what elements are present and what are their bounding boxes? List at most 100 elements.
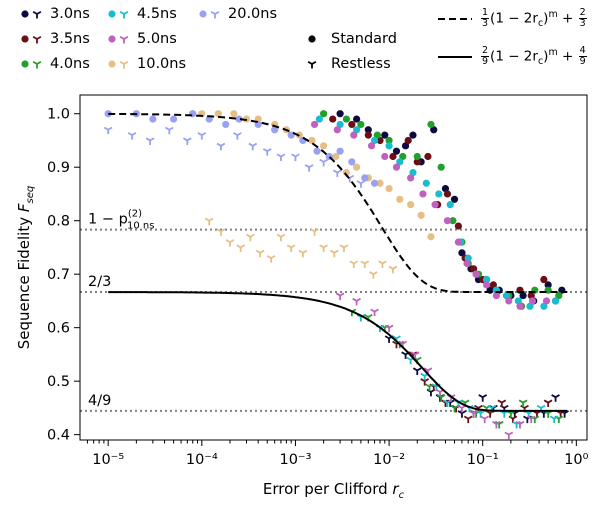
restless-point [497, 399, 507, 408]
circle-marker-icon [308, 35, 316, 43]
restless-point [388, 265, 398, 274]
restless-point [197, 132, 207, 140]
restless-point [515, 420, 525, 429]
series-10.0ns [198, 110, 435, 279]
standard-point [492, 291, 500, 300]
standard-point [170, 115, 178, 123]
x-tick-label: 10⁻³ [279, 452, 311, 468]
y-tick-label: 0.5 [47, 374, 70, 390]
restless-point [469, 410, 478, 418]
restless-point [504, 431, 514, 440]
restless-point [145, 137, 155, 145]
standard-point [505, 297, 513, 305]
standard-point [551, 297, 560, 305]
restless-point [286, 244, 296, 252]
reference-label: 4/9 [88, 393, 111, 409]
standard-point [435, 190, 443, 198]
restless-point [551, 394, 560, 402]
restless-point [262, 148, 272, 156]
restless-point [526, 415, 536, 424]
standard-point [385, 136, 393, 145]
restless-point [204, 217, 214, 226]
legend-label: 4.0ns [50, 56, 90, 72]
standard-point [443, 190, 452, 198]
restless-point [276, 233, 286, 242]
standard-point [361, 174, 369, 182]
standard-point [348, 120, 356, 129]
restless-point [216, 142, 226, 151]
legend-item-standard: Standard [301, 28, 397, 50]
legend-item-3.0ns: 3.0ns [20, 3, 90, 25]
legend-label: 20.0ns [228, 6, 278, 22]
standard-point [417, 211, 425, 219]
restless-point [360, 260, 370, 268]
x-tick-label: 10⁻⁵ [92, 452, 124, 468]
standard-point [222, 120, 230, 129]
restless-point [164, 126, 174, 135]
standard-point [526, 302, 534, 310]
standard-point [348, 158, 356, 166]
standard-point [149, 115, 157, 123]
standard-point [401, 142, 410, 150]
standard-point [516, 302, 524, 310]
standard-point [413, 152, 421, 161]
standard-point [463, 259, 471, 268]
standard-point [320, 142, 328, 150]
legend-marker [21, 35, 42, 44]
standard-point [454, 238, 462, 246]
restless-point [339, 244, 349, 252]
restless-point [310, 228, 319, 236]
standard-point [353, 163, 361, 171]
legend-item-4.5ns: 4.5ns [107, 3, 177, 25]
x-tick-label: 10⁻⁴ [186, 452, 218, 468]
plot-area: 1 − p(2) 10 ns 2/3 4/9 [80, 110, 587, 440]
standard-point [381, 131, 389, 139]
x-tick-label: 10⁻² [373, 452, 405, 468]
legend-label: 3.0ns [50, 6, 90, 22]
restless-point [245, 233, 255, 242]
standard-point [542, 297, 551, 305]
tri-down-marker-icon [307, 60, 317, 69]
standard-point [422, 179, 430, 187]
legend-label: Restless [331, 56, 391, 72]
standard-point [392, 163, 401, 171]
restless-point [378, 260, 387, 268]
standard-point [407, 174, 415, 182]
standard-point [519, 291, 527, 300]
standard-point [431, 201, 439, 209]
standard-point [376, 179, 384, 187]
reference-label: 2/3 [88, 274, 111, 290]
restless-point [356, 180, 366, 188]
y-tick-label: 0.9 [47, 160, 70, 176]
standard-point [308, 136, 316, 145]
standard-point [396, 195, 404, 203]
standard-point [329, 115, 337, 123]
standard-point [381, 152, 389, 161]
standard-point [544, 281, 552, 289]
standard-point [540, 302, 548, 310]
restless-point [248, 142, 258, 151]
restless-point [425, 383, 434, 392]
plot-frame [79, 94, 588, 441]
standard-point [430, 126, 438, 134]
standard-point [271, 126, 279, 134]
standard-point [399, 152, 407, 161]
legend-marker [108, 10, 129, 19]
legend-marker [108, 35, 129, 44]
restless-point [216, 228, 226, 236]
restless-point [384, 324, 394, 333]
standard-point [449, 217, 457, 225]
standard-point [540, 275, 548, 284]
standard-point [413, 158, 421, 166]
standard-point [464, 254, 472, 262]
standard-point [367, 142, 376, 150]
standard-point [454, 222, 462, 230]
standard-point [555, 291, 563, 300]
series-3.0ns [336, 110, 569, 424]
standard-point [336, 110, 344, 118]
restless-point [266, 255, 276, 263]
standard-point [389, 152, 397, 161]
series-5.0ns [310, 120, 551, 440]
standard-point [437, 163, 445, 171]
